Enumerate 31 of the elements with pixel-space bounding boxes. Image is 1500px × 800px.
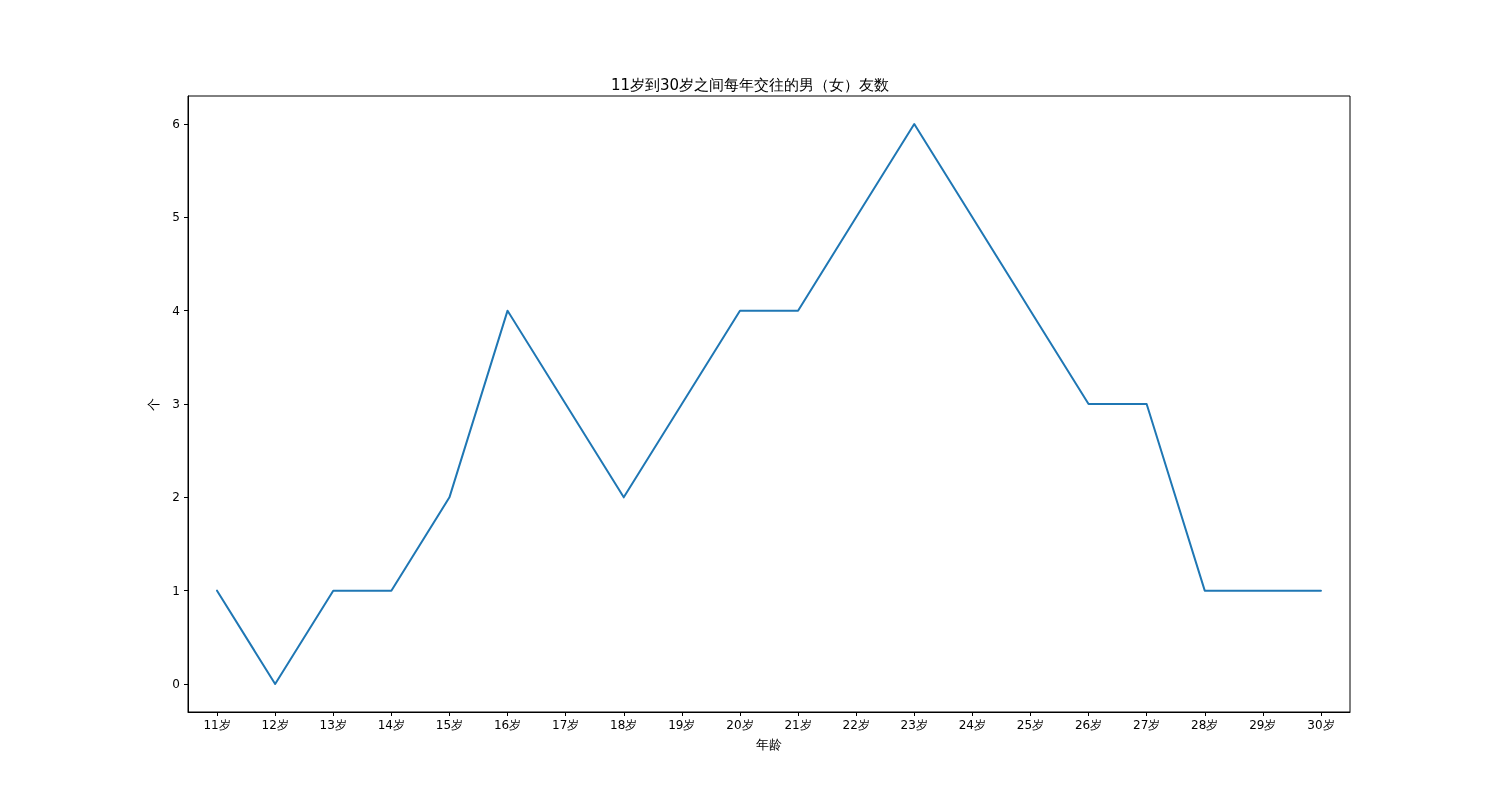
x-axis-title: 年龄 [756, 737, 782, 752]
x-tick-label: 20岁 [726, 718, 754, 732]
y-tick-label: 4 [172, 303, 180, 318]
x-tick-label: 24岁 [958, 718, 986, 732]
y-tick-label: 6 [172, 117, 180, 131]
x-tick-label: 28岁 [1191, 718, 1219, 732]
y-tick-label: 1 [172, 583, 180, 598]
x-tick-label: 26岁 [1074, 718, 1103, 732]
x-tick-label: 29岁 [1249, 718, 1277, 732]
x-tick-label: 22岁 [842, 718, 870, 732]
x-tick-label: 14岁 [377, 718, 405, 732]
x-tick-label: 17岁 [552, 718, 580, 732]
x-tick-label: 21岁 [784, 718, 812, 732]
chart-title: 11岁到30岁之间每年交往的男（女）友数 [610, 75, 890, 94]
x-tick-label: 16岁 [493, 718, 522, 732]
y-axis-title: 个 [146, 397, 161, 411]
x-tick-label: 15岁 [435, 718, 464, 732]
x-tick-label: 18岁 [610, 718, 638, 732]
x-tick-label: 25岁 [1016, 718, 1045, 732]
x-tick-label: 30岁 [1307, 718, 1335, 732]
y-tick-label: 5 [172, 210, 180, 225]
line-series [216, 123, 1322, 685]
y-tick-label: 2 [172, 490, 180, 505]
x-tick-label: 19岁 [668, 718, 696, 732]
x-tick-label: 12岁 [261, 718, 289, 732]
x-tick-label: 27岁 [1133, 718, 1161, 732]
x-tick-label: 23岁 [900, 718, 928, 732]
y-tick-label: 3 [172, 397, 180, 411]
y-tick-label: 0 [172, 677, 180, 691]
x-tick-label: 11岁 [203, 718, 231, 732]
x-tick-label: 13岁 [319, 718, 347, 732]
